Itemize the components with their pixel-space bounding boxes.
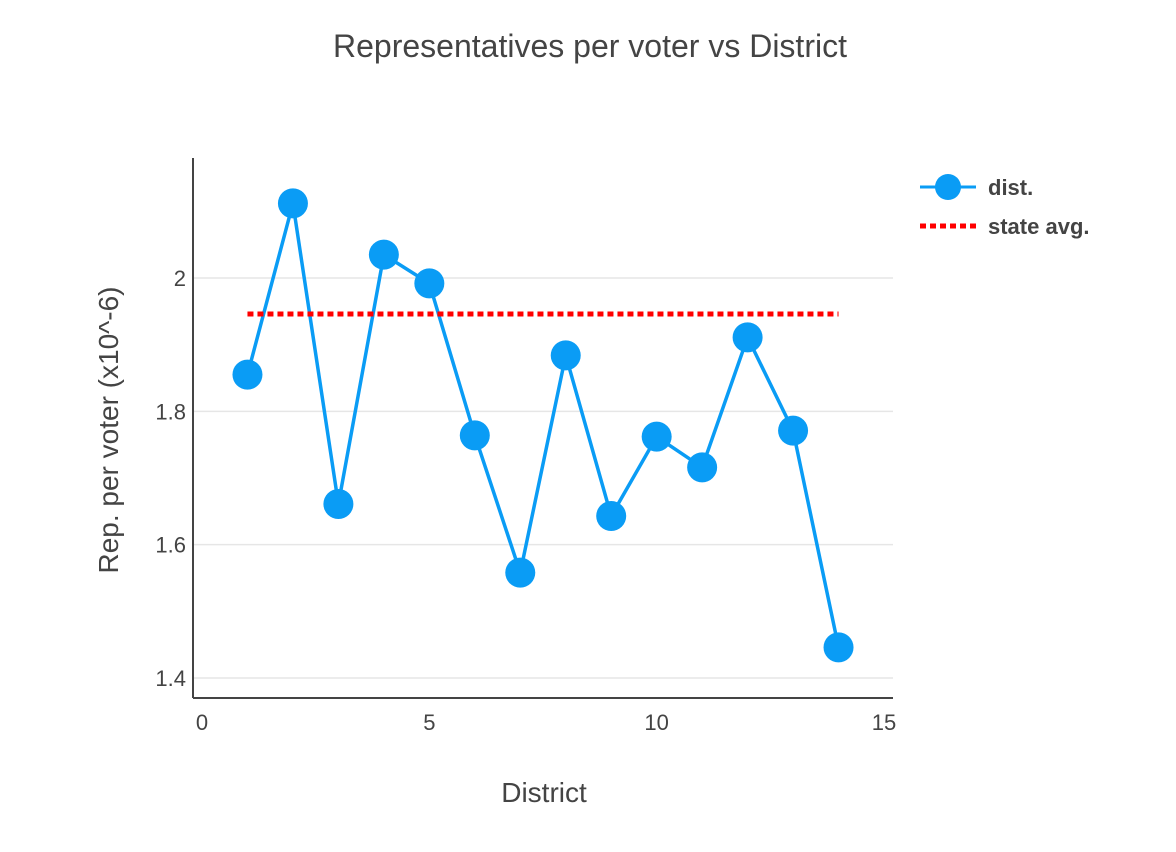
data-point-dist[interactable] [596,501,627,531]
x-tick-label: 5 [423,710,435,735]
data-point-dist[interactable] [323,489,354,519]
grid-lines [193,277,893,679]
legend-item-dist[interactable]: dist. [920,174,1033,200]
x-tick-label: 15 [872,710,896,735]
legend-item-state-avg[interactable]: state avg. [920,214,1090,239]
y-tick-label: 1.4 [155,666,186,691]
data-point-dist[interactable] [459,420,490,451]
series-line-dist [245,201,841,648]
data-point-dist[interactable] [505,557,536,588]
data-point-dist[interactable] [732,322,763,353]
data-point-dist[interactable] [823,632,854,663]
x-tick-label: 0 [196,710,208,735]
data-point-dist[interactable] [550,340,581,371]
legend-marker-dist [935,174,961,200]
legend: dist. state avg. [920,174,1090,239]
x-axis-title: District [501,777,587,808]
y-tick-label: 2 [174,266,186,291]
data-point-dist[interactable] [778,415,809,446]
y-axis-title: Rep. per voter (x10^-6) [93,286,124,573]
y-tick-label: 1.6 [155,533,186,558]
tick-labels: 1.4 1.6 1.8 2 0 5 10 15 [155,266,896,735]
data-point-dist[interactable] [232,359,263,390]
data-point-dist[interactable] [414,268,445,299]
data-point-dist[interactable] [277,188,308,219]
axes [192,158,893,699]
data-point-dist[interactable] [687,452,718,483]
legend-label-state-avg: state avg. [988,214,1090,239]
y-tick-label: 1.8 [155,399,186,424]
series-layer [232,188,854,663]
data-point-dist[interactable] [641,421,672,452]
legend-label-dist: dist. [988,175,1033,200]
data-point-dist[interactable] [368,239,399,270]
x-tick-label: 10 [644,710,668,735]
chart-title: Representatives per voter vs District [333,28,847,64]
